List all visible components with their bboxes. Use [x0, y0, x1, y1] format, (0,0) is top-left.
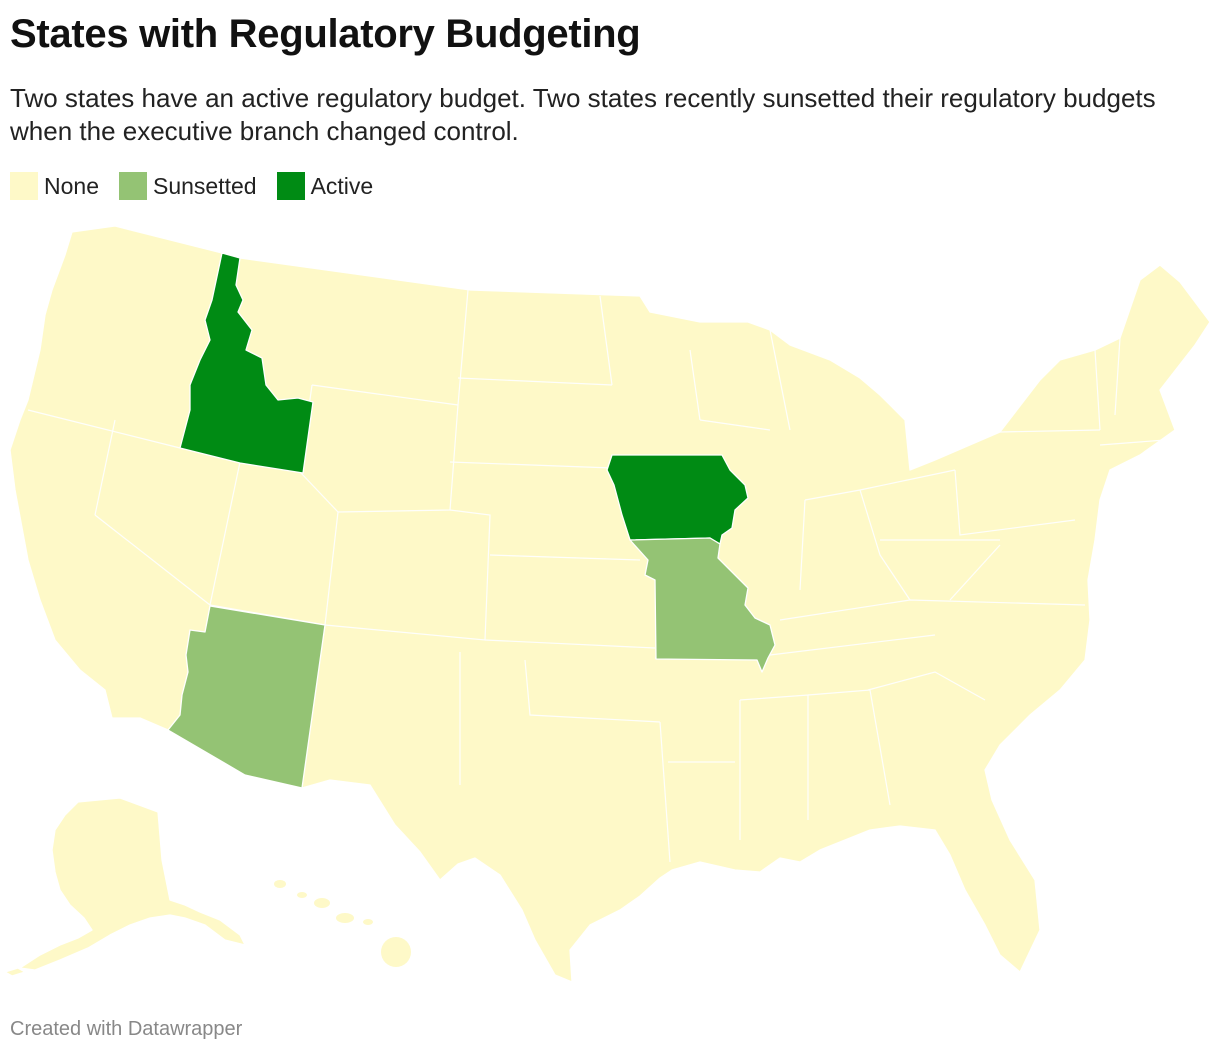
footer-credit: Created with Datawrapper [10, 1018, 243, 1040]
legend-swatch-sunsetted [118, 172, 147, 200]
chart-title: States with Regulatory Budgeting [10, 12, 641, 56]
legend-item-none: None [10, 172, 99, 200]
legend-label-none: None [44, 172, 99, 199]
chart-subtitle: Two states have an active regulatory bud… [10, 83, 1156, 146]
state-idaho [179, 252, 314, 474]
legend-label-active: Active [310, 172, 374, 199]
legend-item-active: Active [276, 172, 374, 200]
legend: None Sunsetted Active [10, 172, 393, 200]
legend-label-sunsetted: Sunsetted [152, 172, 257, 199]
alaska-islands [4, 967, 26, 977]
legend-swatch-none [10, 172, 38, 200]
state-iowa [606, 454, 749, 545]
legend-swatch-active [276, 172, 305, 200]
legend-item-sunsetted: Sunsetted [118, 172, 257, 200]
us-states-map [4, 225, 1211, 983]
state-arizona [167, 605, 326, 789]
state-alaska [19, 797, 246, 971]
state-hawaii [274, 880, 411, 967]
state-missouri [629, 537, 776, 673]
